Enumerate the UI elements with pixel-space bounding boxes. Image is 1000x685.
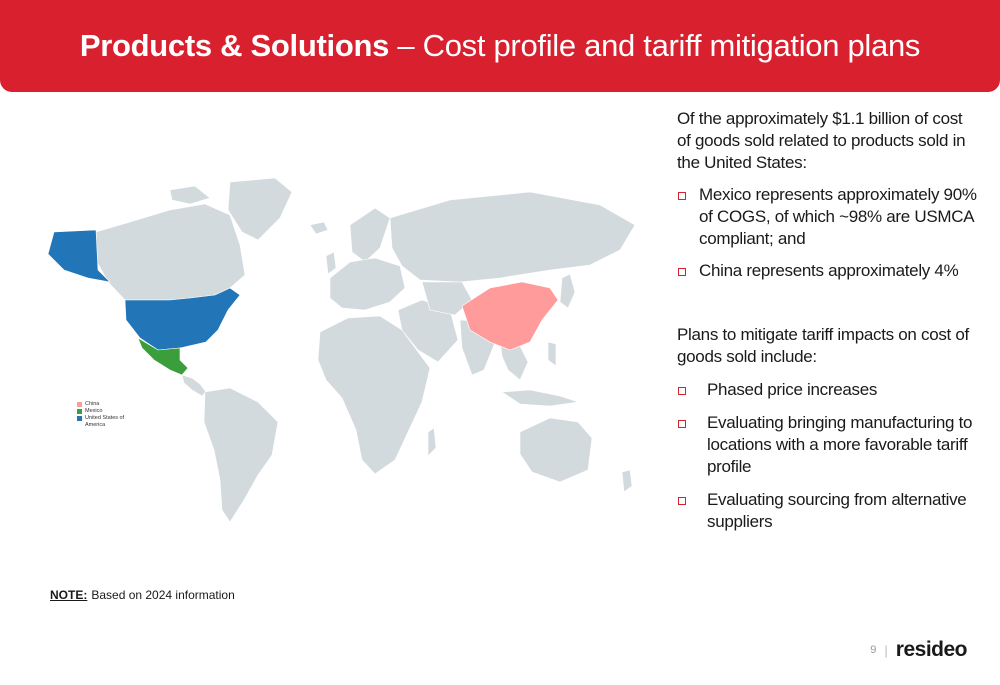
plans-bullets: Phased price increases Evaluating bringi… (677, 379, 977, 533)
map-africa (317, 315, 431, 475)
footnote: NOTE: Based on 2024 information (50, 588, 235, 602)
map-arctic-islands (169, 185, 211, 205)
checkbox-bullet-icon (678, 420, 686, 428)
list-item: China represents approximately 4% (677, 260, 977, 282)
map-iceland (309, 221, 329, 235)
map-indonesia (501, 389, 579, 407)
map-australia (519, 417, 593, 483)
legend-label: United States of America (85, 415, 125, 428)
list-item: Phased price increases (677, 379, 977, 401)
footer-separator: | (884, 642, 888, 658)
bullet-text: Evaluating sourcing from alternative sup… (707, 490, 967, 531)
page-title: Products & Solutions – Cost profile and … (79, 28, 921, 64)
map-uk (325, 251, 337, 275)
map-south-america (203, 387, 279, 523)
title-bold: Products & Solutions (79, 28, 390, 63)
world-map-svg (47, 177, 636, 523)
world-map (30, 170, 650, 540)
legend-item-usa: United States of America (77, 415, 125, 429)
checkbox-bullet-icon (678, 192, 686, 200)
page-number: 9 (870, 644, 877, 656)
map-scandinavia (349, 207, 391, 263)
list-item: Mexico represents approximately 90% of C… (677, 184, 977, 250)
list-item: Evaluating sourcing from alternative sup… (677, 489, 977, 533)
map-greenland (227, 177, 293, 241)
legend-label: China (85, 401, 100, 407)
legend-item-china: China (77, 401, 125, 408)
map-madagascar (427, 427, 437, 457)
cogs-intro: Of the approximately $1.1 billion of cos… (677, 109, 966, 172)
resideo-logo: resideo (895, 638, 968, 661)
checkbox-bullet-icon (678, 268, 686, 276)
commentary-panel: Of the approximately $1.1 billion of cos… (677, 108, 977, 533)
legend-swatch-usa (77, 416, 82, 421)
legend-swatch-china (77, 402, 82, 407)
checkbox-bullet-icon (678, 387, 686, 395)
map-europe (329, 257, 406, 311)
title-subtitle: – Cost profile and tariff mitigation pla… (389, 28, 921, 63)
map-legend: China Mexico United States of America (77, 401, 125, 429)
bullet-text: Mexico represents approximately 90% of C… (699, 185, 977, 248)
list-item: Evaluating bringing manufacturing to loc… (677, 412, 977, 478)
cogs-bullets: Mexico represents approximately 90% of C… (677, 184, 977, 282)
legend-item-mexico: Mexico (77, 408, 125, 415)
legend-label: Mexico (85, 408, 103, 414)
title-bar: Products & Solutions – Cost profile and … (0, 0, 1000, 92)
map-canada (95, 203, 246, 301)
map-mexico (137, 337, 189, 376)
map-alaska (47, 229, 111, 283)
note-text: Based on 2024 information (91, 588, 235, 602)
map-new-zealand (621, 469, 633, 493)
note-label: NOTE: (50, 588, 88, 602)
plans-intro: Plans to mitigate tariff impacts on cost… (677, 325, 969, 366)
map-usa (124, 287, 241, 351)
bullet-text: Evaluating bringing manufacturing to loc… (707, 413, 973, 476)
bullet-text: Phased price increases (707, 380, 878, 399)
map-philippines (547, 341, 557, 367)
legend-swatch-mexico (77, 409, 82, 414)
bullet-text: China represents approximately 4% (699, 261, 959, 280)
map-central-america (181, 374, 207, 397)
map-russia (389, 191, 636, 283)
map-china (461, 281, 559, 351)
checkbox-bullet-icon (678, 497, 686, 505)
map-japan (559, 273, 576, 309)
page-footer: 9 | resideo (870, 638, 967, 662)
